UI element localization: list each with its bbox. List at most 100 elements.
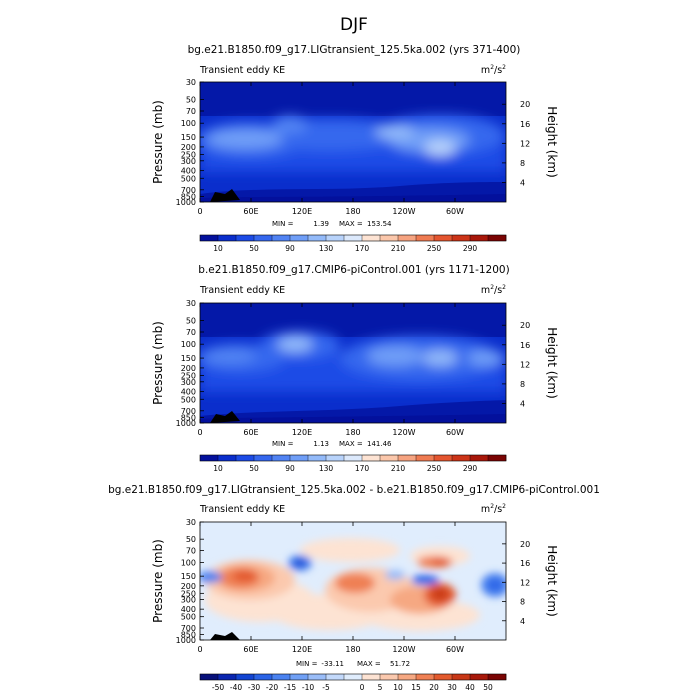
panel-3-colorbar-bin <box>452 674 471 680</box>
panel-3-colorbar: -50 -40 -30 -20 -15 -10 -5 0 5 10 15 20 30 40 50 <box>199 673 507 692</box>
panel-1-colorbar-bin <box>434 235 453 241</box>
panel-1-y2tick-label: 16 <box>520 120 530 129</box>
panel-3-max-label: MAX = <box>357 660 381 668</box>
panel-1-y2tick-label: 12 <box>520 139 530 148</box>
panel-3-colorbar-bin <box>380 674 399 680</box>
panel-2-field <box>200 303 506 423</box>
panel-3-colorbar-bin <box>416 674 435 680</box>
panel-1-colorbar-label: 290 <box>463 244 478 253</box>
panel-3-colorbar-label: -50 <box>212 683 224 692</box>
panel-2-ytick-label: 100 <box>181 340 196 349</box>
panel-3-colorbar-label: 15 <box>411 683 421 692</box>
panel-2-colorbar-bin <box>254 455 273 461</box>
panel-3-ytick-label: 850 <box>181 631 196 640</box>
panel-3-ytick-label: 700 <box>181 624 196 633</box>
panel-3-ytick-label: 300 <box>181 595 196 604</box>
panel-3-left-label: Transient eddy KE <box>199 504 285 515</box>
panel-2-ytick-label: 30 <box>186 299 196 308</box>
panel-2-colorbar-bin <box>218 455 237 461</box>
panel-3-ytick-label: 1000 <box>176 636 196 645</box>
panel-2-ytick-label: 500 <box>181 395 196 404</box>
main-title: DJF <box>340 15 368 35</box>
panel-1-colorbar-bin <box>344 235 363 241</box>
panel-2-colorbar-bin <box>470 455 489 461</box>
panel-2-min-value: 1.13 <box>313 440 329 448</box>
panel-2-colorbar-bin <box>488 455 507 461</box>
panel-1-colorbar-bin <box>218 235 237 241</box>
panel-3-colorbar-bin <box>254 674 273 680</box>
panel-2-ytick-label: 70 <box>186 328 196 337</box>
panel-1-ytick-label: 400 <box>181 167 196 176</box>
panel-2-ylabel: Pressure (mb) <box>151 321 165 405</box>
panel-1-colorbar-label: 50 <box>249 244 259 253</box>
panel-3-ytick-label: 500 <box>181 613 196 622</box>
panel-1-xtick-label: 120E <box>292 207 312 216</box>
panel-3-colorbar-bin <box>344 674 363 680</box>
panel-1-colorbar-bin <box>470 235 489 241</box>
panel-1-colorbar-bin <box>362 235 381 241</box>
panel-1-colorbar-label: 130 <box>319 244 334 253</box>
panel-1-ytick-label: 700 <box>181 186 196 195</box>
panel-3-colorbar-bin <box>362 674 381 680</box>
panel-2-y2tick-label: 16 <box>520 341 530 350</box>
panel-3-colorbar-label: -15 <box>284 683 296 692</box>
panel-1-extremes: MIN = 1.39 MAX = 153.54 <box>272 220 392 228</box>
panel-2-colorbar-bin <box>272 455 291 461</box>
panel-2-max-value: 141.46 <box>367 440 392 448</box>
panel-1-ytick-label: 70 <box>186 107 196 116</box>
panel-3-y2label: Height (km) <box>545 545 559 616</box>
panel-1-ytick-label: 850 <box>181 192 196 201</box>
panel-1-colorbar-bin <box>254 235 273 241</box>
panel-3-ytick-label: 30 <box>186 518 196 527</box>
panel-3: bg.e21.B1850.f09_g17.LIGtransient_125.5k… <box>108 484 600 692</box>
panel-3-ytick-label: 200 <box>181 582 196 591</box>
panel-2-ytick-label: 250 <box>181 372 196 381</box>
panel-2-title: b.e21.B1850.f09_g17.CMIP6-piControl.001 … <box>198 264 509 276</box>
panel-3-ytick-label: 400 <box>181 605 196 614</box>
panel-3-units: m2/s2 <box>481 503 506 515</box>
panel-2-y2tick-label: 20 <box>520 321 530 330</box>
panel-3-colorbar-bin <box>200 674 219 680</box>
panel-2-colorbar-label: 130 <box>319 464 334 473</box>
panel-1-max-value: 153.54 <box>367 220 392 228</box>
panel-2: b.e21.B1850.f09_g17.CMIP6-piControl.001 … <box>151 264 559 473</box>
panel-3-min-label: MIN = <box>296 660 318 668</box>
panel-1-xtick-label: 60W <box>446 207 464 216</box>
panel-1-min-label: MIN = <box>272 220 294 228</box>
panel-2-colorbar-bin <box>326 455 345 461</box>
panel-3-y2tick-label: 4 <box>520 617 525 626</box>
panel-3-colorbar-label: 40 <box>465 683 475 692</box>
panel-2-colorbar-label: 50 <box>249 464 259 473</box>
panel-3-y2tick-label: 8 <box>520 598 525 607</box>
panel-3-xtick-label: 60E <box>243 645 258 654</box>
panel-1-colorbar-bin <box>308 235 327 241</box>
panel-2-extremes: MIN = 1.13 MAX = 141.46 <box>272 440 392 448</box>
panel-1-title: bg.e21.B1850.f09_g17.LIGtransient_125.5k… <box>188 44 521 56</box>
panel-3-min-value: -33.11 <box>321 660 344 668</box>
panel-2-max-label: MAX = <box>339 440 363 448</box>
panel-1-y2label: Height (km) <box>545 106 559 177</box>
panel-1-colorbar-bin <box>452 235 471 241</box>
panel-2-xtick-label: 120E <box>292 428 312 437</box>
panel-1-colorbar-label: 90 <box>285 244 295 253</box>
panel-3-xtick-label: 120W <box>392 645 415 654</box>
panel-1-axes: 0 60E 120E 180 120W 60W3050701001502002503004… <box>151 78 559 216</box>
panel-2-colorbar-bin <box>362 455 381 461</box>
panel-2-axes: 0 60E 120E 180 120W 60W3050701001502002503004… <box>151 299 559 437</box>
panel-3-colorbar-bin <box>488 674 507 680</box>
panel-2-colorbar-bin <box>380 455 399 461</box>
panel-3-colorbar-label: 50 <box>483 683 493 692</box>
panel-3-colorbar-bin <box>308 674 327 680</box>
panel-2-xtick-label: 180 <box>345 428 360 437</box>
panel-3-ytick-label: 250 <box>181 589 196 598</box>
panel-1-ytick-label: 150 <box>181 133 196 142</box>
panel-3-colorbar-label: -10 <box>302 683 314 692</box>
panel-1-ytick-label: 1000 <box>176 198 196 207</box>
panel-2-colorbar-bin <box>398 455 417 461</box>
panel-2-ytick-label: 850 <box>181 413 196 422</box>
panel-3-colorbar-label: -40 <box>230 683 242 692</box>
panel-3-colorbar-bin <box>272 674 291 680</box>
panel-1-ylabel: Pressure (mb) <box>151 100 165 184</box>
panel-1-min-value: 1.39 <box>313 220 329 228</box>
panel-3-xtick-label: 180 <box>345 645 360 654</box>
